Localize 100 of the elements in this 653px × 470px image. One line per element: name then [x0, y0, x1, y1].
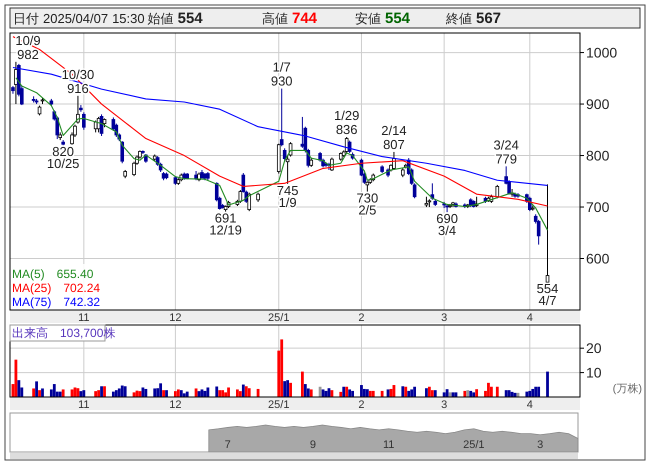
text: MA(5) 655.40	[12, 267, 94, 281]
text: MA(25) 702.24	[12, 281, 100, 295]
bar	[490, 386, 493, 397]
candlestick	[286, 155, 290, 184]
bar	[448, 392, 452, 397]
x-tick-label: 3	[441, 399, 448, 411]
annotation: 554 4/7	[536, 281, 558, 308]
bar	[174, 391, 177, 397]
bar	[452, 392, 454, 397]
x-tick-label: 2	[358, 312, 365, 324]
bar	[204, 390, 206, 397]
annotation: 2/14 807	[381, 122, 407, 152]
bar	[162, 390, 165, 397]
bar	[132, 392, 136, 397]
bar	[392, 385, 396, 397]
candlestick	[282, 148, 286, 162]
bar	[256, 388, 260, 397]
annotation: 3/24 779	[494, 137, 519, 166]
bar	[238, 391, 242, 397]
bar	[475, 389, 478, 397]
annotation: 691 12/19	[209, 210, 242, 238]
bar	[380, 390, 384, 397]
bar	[236, 389, 239, 397]
bar	[35, 381, 38, 397]
candlestick	[38, 105, 42, 116]
bar	[194, 388, 198, 397]
candlestick	[366, 180, 370, 192]
x-tick-label: 12	[169, 312, 182, 324]
bar	[510, 392, 514, 397]
bar	[428, 386, 431, 397]
bar	[17, 380, 20, 397]
candlestick	[280, 88, 284, 147]
annotation: 690 3/4	[436, 211, 458, 238]
bar	[363, 388, 366, 397]
bar	[322, 389, 324, 397]
bar	[330, 390, 334, 397]
bar	[328, 388, 330, 397]
bar	[206, 387, 210, 397]
bar	[198, 391, 200, 397]
y-tick-label: 700	[586, 199, 610, 216]
bar	[94, 391, 98, 397]
bar	[41, 388, 44, 397]
candlestick	[496, 184, 500, 199]
candlestick	[238, 190, 242, 204]
bar	[487, 382, 490, 397]
x-tick-label: 12	[169, 399, 182, 411]
bar	[454, 392, 458, 397]
line-series	[12, 36, 548, 207]
bar	[289, 382, 292, 397]
x-tick-label: 25/1	[268, 312, 290, 324]
bar	[165, 390, 168, 397]
bar	[508, 390, 511, 397]
bar	[32, 388, 36, 397]
bar	[97, 390, 100, 397]
bar	[221, 390, 224, 397]
annotation: 1/29 836	[334, 108, 360, 138]
x-tick-label: 11	[78, 312, 90, 324]
x-tick-label: 3	[441, 312, 448, 324]
bar	[136, 390, 138, 397]
candlestick	[82, 112, 86, 130]
bar	[516, 392, 520, 397]
bar	[360, 385, 363, 397]
chart-title: 日付 2025/04/07 15:30 始値 554 高値 744 安値 554 終値 567	[13, 10, 502, 27]
bar	[324, 390, 328, 397]
bar	[366, 389, 369, 397]
bar	[70, 389, 74, 397]
bar	[286, 380, 290, 397]
bar	[144, 388, 148, 397]
bar	[79, 391, 82, 397]
y-axis-title: (万株)	[612, 382, 642, 395]
x-tick-label: 7	[224, 439, 231, 451]
bar	[38, 390, 41, 397]
bar	[351, 390, 354, 397]
y-tick-label: 1000	[586, 44, 618, 61]
x-tick-label: 3	[537, 439, 544, 451]
bar	[74, 387, 76, 397]
x-tick-label: 2	[358, 399, 365, 411]
bar	[446, 389, 448, 397]
bar	[442, 392, 446, 397]
bar	[200, 389, 204, 397]
y-tick-label: 20	[586, 340, 602, 356]
x-tick-label: 11	[382, 439, 394, 451]
text: MA(75) 742.32	[12, 295, 100, 309]
x-tick-label: 25/1	[268, 399, 290, 411]
annotation: 1/7 930	[270, 60, 293, 89]
bar	[413, 386, 416, 397]
y-tick-label: 800	[586, 148, 610, 164]
annotation: 820 10/25	[46, 144, 80, 172]
candlestick	[546, 184, 550, 283]
x-tick-label: 11	[78, 399, 90, 411]
y-tick-label: 900	[586, 96, 610, 112]
x-tick-label: 9	[310, 439, 316, 451]
candlestick	[256, 192, 260, 202]
bar	[14, 360, 18, 397]
annotation: 730 2/5	[356, 190, 378, 218]
bar	[227, 387, 230, 397]
bar	[112, 392, 115, 397]
bar	[142, 387, 144, 397]
bar	[76, 388, 80, 397]
bar	[390, 388, 392, 397]
